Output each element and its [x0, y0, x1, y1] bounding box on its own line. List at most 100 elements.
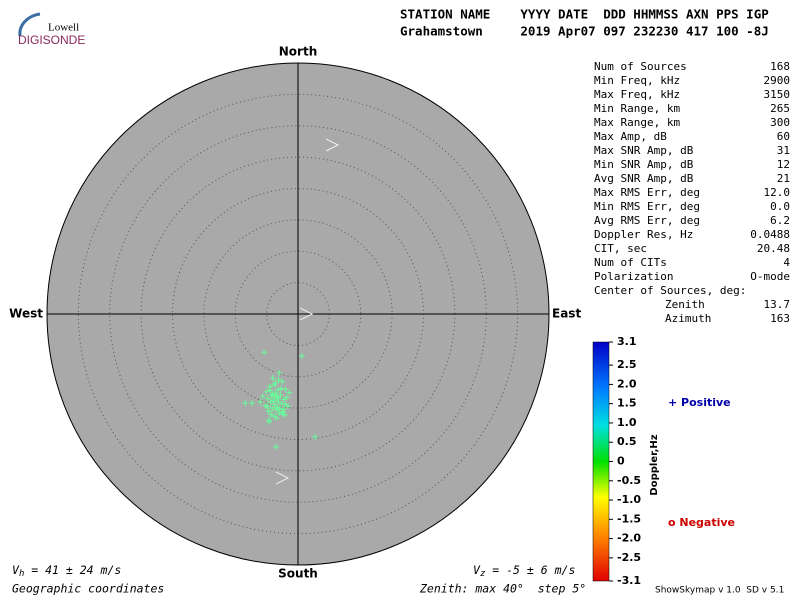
source-point	[268, 411, 275, 418]
source-point	[282, 386, 289, 393]
stat-value: 0.0488	[750, 228, 790, 241]
colorbar-tick-label: 0.5	[617, 435, 637, 448]
source-point	[275, 376, 282, 383]
source-point	[266, 417, 273, 424]
source-point	[242, 400, 249, 407]
stat-label: Center of Sources, deg:	[594, 284, 746, 297]
colorbar	[592, 341, 610, 582]
source-point	[274, 386, 281, 393]
stat-value: 0.0	[770, 200, 790, 213]
source-point	[266, 383, 273, 390]
direction-label: South	[278, 567, 318, 581]
stat-value: O-mode	[750, 270, 790, 283]
source-point	[276, 369, 283, 376]
source-point	[279, 378, 286, 385]
source-point	[268, 392, 275, 399]
source-point	[257, 398, 264, 405]
source-point	[272, 380, 279, 387]
source-point	[267, 399, 274, 406]
source-point	[278, 400, 285, 407]
stat-label: Max RMS Err, deg	[594, 186, 700, 199]
stat-label: Max SNR Amp, dB	[594, 144, 694, 157]
direction-label: North	[279, 45, 317, 59]
logo-top: Lowell	[48, 22, 79, 34]
logo-swoosh	[18, 12, 41, 37]
source-point	[277, 391, 284, 398]
source-point	[263, 388, 270, 395]
legend-positive: + Positive	[668, 396, 731, 409]
colorbar-tick-label: 1.0	[617, 416, 637, 429]
source-point	[298, 353, 305, 360]
stat-label: Min Range, km	[594, 102, 680, 115]
stat-label: Avg SNR Amp, dB	[594, 172, 694, 185]
source-point	[269, 391, 276, 398]
direction-label: West	[9, 307, 43, 321]
header-line: STATION NAME YYYY DATE DDD HHMMSS AXN PP…	[400, 7, 769, 22]
stat-value: 3150	[764, 88, 791, 101]
stat-label: Num of Sources	[594, 60, 687, 73]
source-point	[274, 404, 281, 411]
source-point	[276, 410, 283, 417]
colorbar-tick-label: -2.0	[617, 532, 641, 545]
source-point	[274, 395, 281, 402]
source-point	[273, 407, 280, 414]
colorbar-tick-label: 3.1	[617, 335, 637, 348]
zenith-text: Zenith: max 40° step 5°	[419, 582, 586, 596]
source-point	[311, 433, 318, 440]
source-point	[273, 393, 280, 400]
stat-value: 300	[770, 116, 790, 129]
stat-value: 60	[777, 130, 790, 143]
source-point	[278, 385, 285, 392]
source-point	[249, 400, 256, 407]
source-point	[275, 398, 282, 405]
direction-arrow	[325, 138, 340, 152]
colorbar-tick-label: 2.5	[617, 358, 637, 371]
stat-label: Max Amp, dB	[594, 130, 667, 143]
direction-arrow	[275, 471, 290, 485]
stat-value: 12	[777, 158, 790, 171]
stat-value: 21	[777, 172, 790, 185]
source-point	[261, 349, 268, 356]
colorbar-label: Doppler,Hz	[649, 434, 660, 495]
source-point	[271, 401, 278, 408]
stat-label: Min SNR Amp, dB	[594, 158, 694, 171]
source-point	[269, 405, 276, 412]
logo-bottom: DIGISONDE	[18, 33, 85, 47]
source-point	[276, 405, 283, 412]
stat-value: 20.48	[757, 242, 790, 255]
source-point	[280, 406, 287, 413]
stat-label: Min Freq, kHz	[594, 74, 680, 87]
colorbar-tick-label: -0.5	[617, 474, 641, 487]
direction-label: East	[552, 307, 581, 321]
stat-label: Polarization	[594, 270, 673, 283]
version-text: ShowSkymap v 1.0 SD v 5.1	[655, 586, 784, 596]
colorbar-tick-label: -1.5	[617, 512, 641, 525]
source-point	[259, 393, 266, 400]
stat-label: Num of CITs	[594, 256, 667, 269]
source-point	[273, 415, 280, 422]
coords-text: Geographic coordinates	[12, 582, 164, 596]
stat-label: CIT, sec	[594, 242, 647, 255]
stat-label: Doppler Res, Hz	[594, 228, 693, 241]
source-point	[264, 403, 271, 410]
stat-value: 13.7	[764, 298, 791, 311]
stat-value: 12.0	[764, 186, 791, 199]
source-point	[267, 387, 274, 394]
vz-text: Vz = -5 ± 6 m/s	[473, 563, 575, 579]
stat-label: Avg RMS Err, deg	[594, 214, 700, 227]
colorbar-tick-label: 1.5	[617, 397, 637, 410]
stat-label: Max Freq, kHz	[594, 88, 680, 101]
stat-label: Zenith	[665, 298, 705, 311]
colorbar-tick-label: 0	[617, 455, 625, 468]
vh-text: Vh = 41 ± 24 m/s	[12, 563, 121, 579]
stat-value: 168	[770, 60, 790, 73]
colorbar-tick-label: -1.0	[617, 493, 641, 506]
stat-value: 31	[777, 144, 790, 157]
stat-label: Azimuth	[665, 312, 711, 325]
source-point	[279, 410, 286, 417]
colorbar-tick-label: -2.5	[617, 551, 641, 564]
legend-negative: o Negative	[668, 516, 735, 529]
source-point	[282, 401, 289, 408]
stat-value: 4	[783, 256, 790, 269]
